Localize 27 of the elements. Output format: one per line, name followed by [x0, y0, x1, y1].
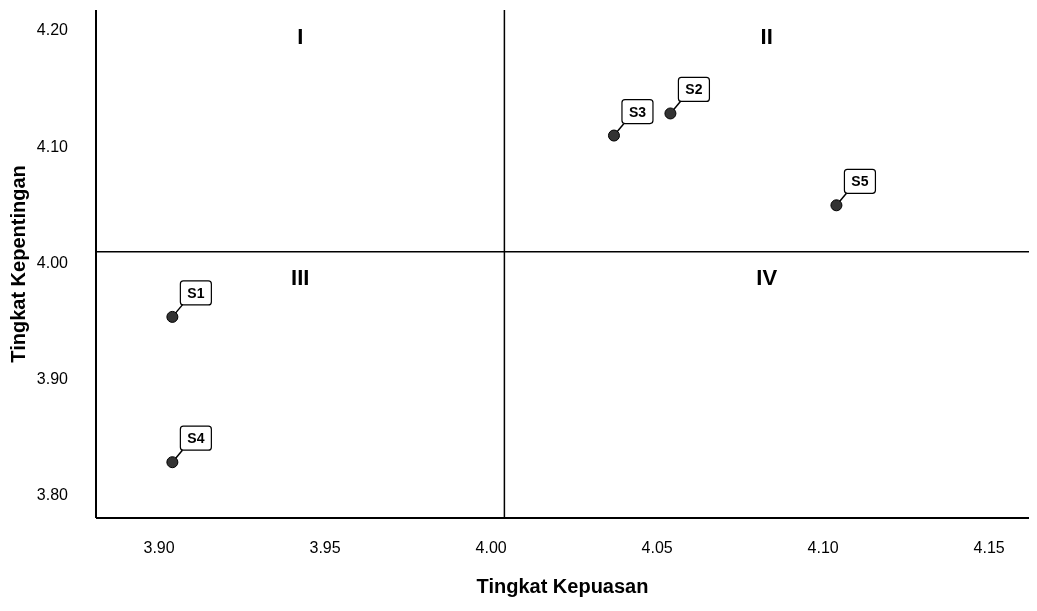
data-label: S3	[628, 103, 647, 120]
x-axis-title: Tingkat Kepuasan	[476, 575, 649, 597]
point	[166, 310, 179, 323]
annotation: II	[760, 23, 773, 49]
x-tick-label: 4.00	[475, 539, 507, 557]
annotation: I	[297, 23, 304, 49]
x-tick-label: 4.10	[807, 539, 839, 557]
point	[664, 107, 677, 120]
y-tick-label: 4.10	[36, 137, 69, 155]
x-tick-label: 4.05	[641, 539, 673, 557]
point	[166, 456, 179, 469]
x-tick-label: 3.95	[309, 539, 341, 557]
x-tick-label: 4.15	[973, 539, 1005, 557]
data-label: S5	[851, 173, 869, 190]
data-label: S2	[685, 81, 703, 98]
annotation: IV	[756, 265, 778, 291]
y-tick-label: 4.00	[36, 253, 69, 271]
point	[607, 129, 620, 142]
x-tick-label: 3.90	[143, 539, 175, 557]
point	[830, 199, 843, 212]
y-axis-title: Tingkat Kepentingan	[7, 165, 30, 363]
data-label: S1	[187, 284, 205, 301]
y-tick-label: 3.80	[36, 486, 69, 504]
data-label: S4	[187, 430, 205, 447]
annotation: III	[291, 265, 310, 291]
y-tick-label: 4.20	[36, 21, 69, 39]
y-tick-label: 3.90	[36, 370, 69, 388]
